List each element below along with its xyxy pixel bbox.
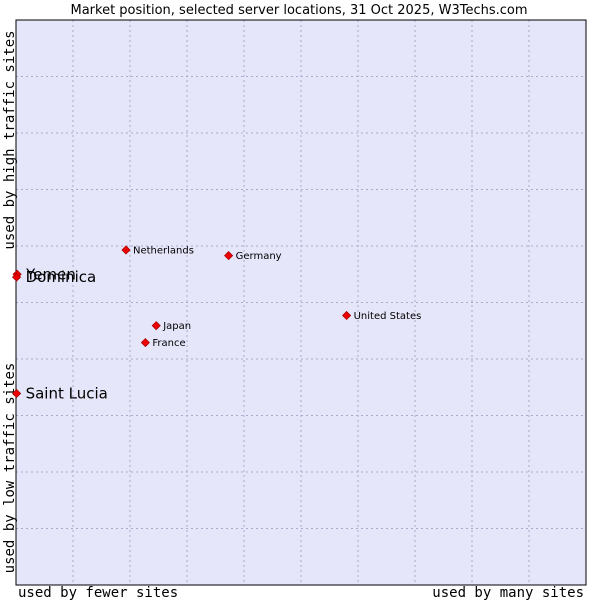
- point-label-netherlands: Netherlands: [133, 245, 194, 256]
- point-label-japan: Japan: [162, 321, 191, 332]
- plot-frame: [15, 19, 587, 586]
- x-axis-label-high: used by many sites: [432, 585, 584, 600]
- point-label-united-states: United States: [354, 311, 422, 322]
- point-label-germany: Germany: [236, 251, 282, 262]
- point-label-saint-lucia: Saint Lucia: [26, 384, 108, 402]
- y-axis-label-high: used by high traffic sites: [2, 30, 18, 249]
- point-marker-netherlands: [121, 245, 131, 255]
- point-label-yemen: Yemen: [25, 265, 76, 283]
- point-label-dominica: Dominica: [26, 268, 97, 286]
- point-marker-saint-lucia: [12, 388, 22, 399]
- point-marker-japan: [151, 321, 161, 331]
- x-axis-label-low: used by fewer sites: [18, 585, 178, 600]
- data-points: Netherlands Germany United States Japan Fran…: [12, 245, 422, 402]
- grid-lines: [16, 20, 586, 585]
- point-marker-france: [140, 338, 150, 348]
- point-marker-united-states: [342, 310, 352, 321]
- y-axis-label-low: used by low traffic sites: [2, 363, 18, 574]
- point-marker-germany: [224, 251, 234, 261]
- point-label-france: France: [152, 338, 185, 349]
- chart-title: Market position, selected server locatio…: [70, 3, 527, 18]
- point-marker-dominica: [12, 272, 22, 282]
